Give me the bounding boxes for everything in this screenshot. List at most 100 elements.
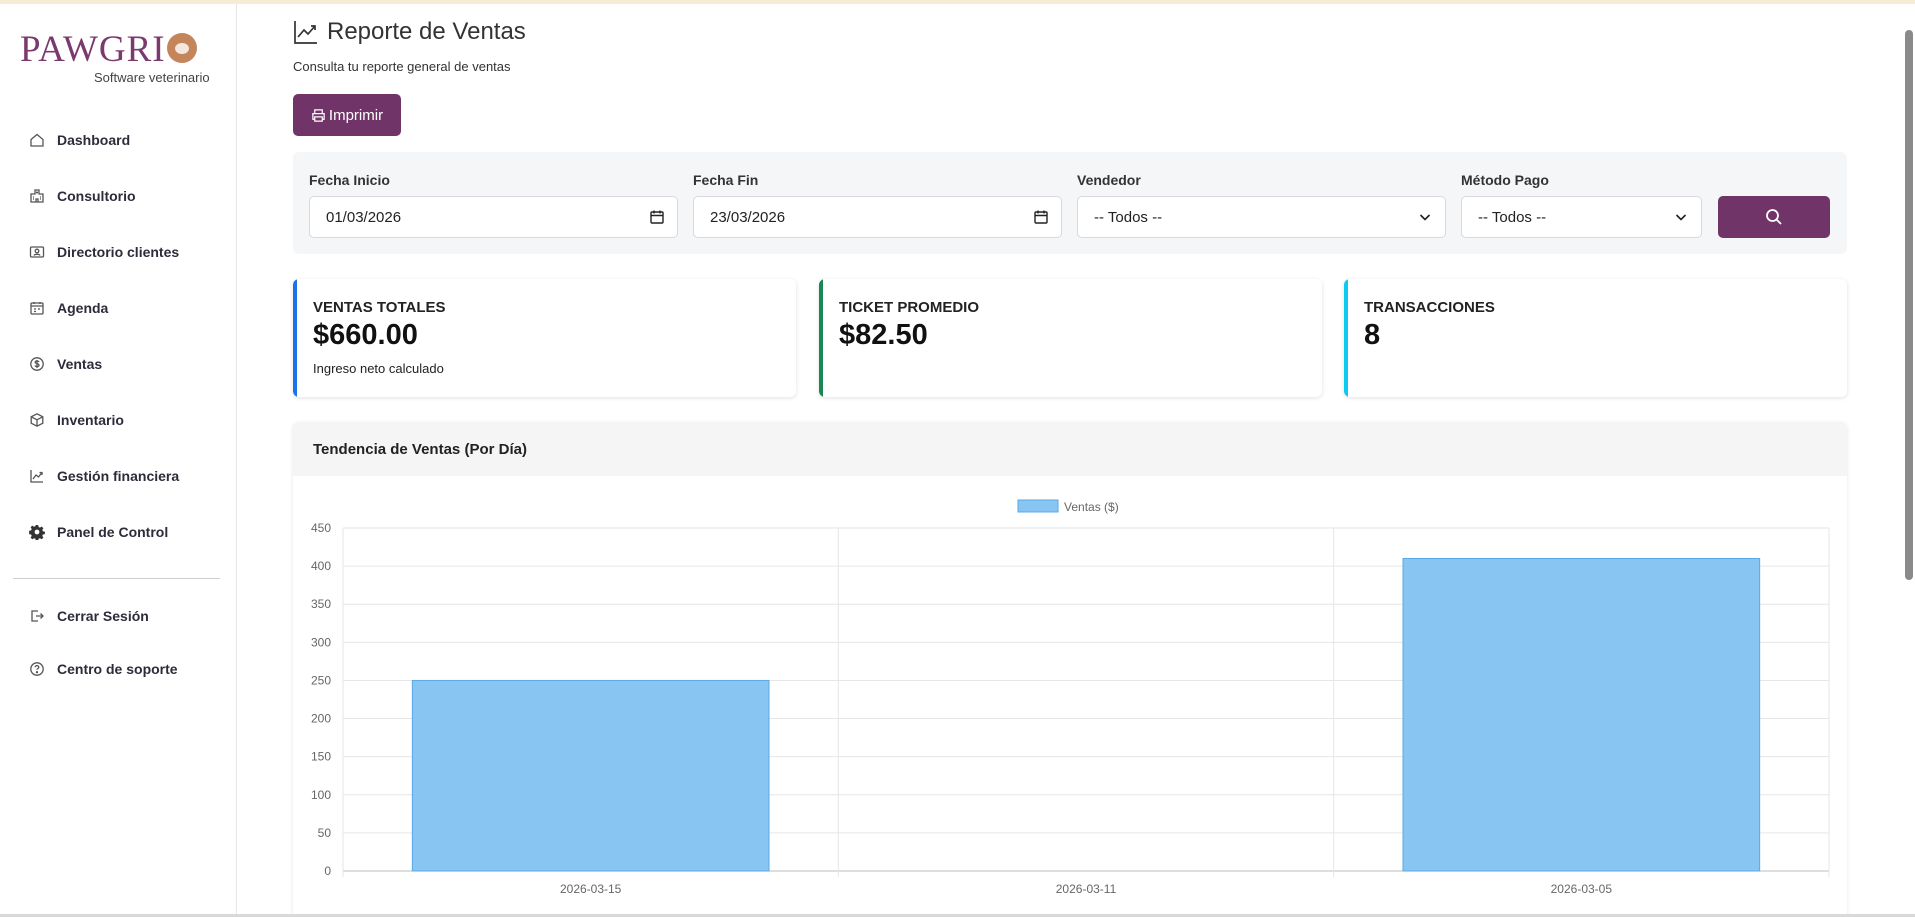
search-icon bbox=[1766, 209, 1782, 225]
sidebar-item-directorio-clientes[interactable]: Directorio clientes bbox=[0, 224, 236, 280]
start-date-group: Fecha Inicio 01/03/2026 bbox=[309, 172, 678, 238]
sidebar-item-label: Centro de soporte bbox=[57, 660, 178, 677]
top-border bbox=[0, 0, 1915, 4]
y-tick-label: 0 bbox=[324, 864, 331, 878]
sidebar-item-label: Cerrar Sesión bbox=[57, 607, 149, 624]
box-icon bbox=[28, 411, 46, 429]
kpi-value: 8 bbox=[1364, 319, 1381, 351]
y-tick-label: 200 bbox=[311, 712, 331, 726]
print-button-label: Imprimir bbox=[328, 106, 384, 124]
sidebar: PAWGRI Software veterinario Dashboard Co… bbox=[0, 4, 237, 914]
sales-trend-card: Tendencia de Ventas (Por Día) 0 50 100 150 2… bbox=[293, 422, 1847, 917]
sidebar-item-label: Gestión financiera bbox=[57, 468, 180, 484]
help-circle-icon bbox=[28, 660, 46, 678]
payment-method-label: Método Pago bbox=[1461, 172, 1549, 188]
sidebar-item-label: Inventario bbox=[57, 412, 124, 428]
kpi-card-ticket-promedio: TICKET PROMEDIO $82.50 bbox=[819, 279, 1322, 397]
y-tick-label: 250 bbox=[311, 673, 331, 687]
sidebar-footer-nav: Cerrar Sesión Centro de soporte bbox=[0, 589, 236, 695]
bar-2026-03-05 bbox=[1402, 557, 1761, 872]
kpi-accent-bar bbox=[1344, 279, 1348, 397]
brand-logo[interactable]: PAWGRI Software veterinario bbox=[20, 30, 220, 90]
sidebar-item-cerrar-sesion[interactable]: Cerrar Sesión bbox=[0, 589, 236, 642]
end-date-label: Fecha Fin bbox=[693, 172, 759, 188]
hospital-icon bbox=[28, 187, 46, 205]
kpi-label: VENTAS TOTALES bbox=[313, 299, 446, 316]
sidebar-item-label: Agenda bbox=[57, 300, 109, 316]
start-date-label: Fecha Inicio bbox=[309, 172, 390, 188]
y-tick-label: 300 bbox=[311, 635, 331, 649]
sidebar-item-ventas[interactable]: Ventas bbox=[0, 336, 236, 392]
sidebar-item-dashboard[interactable]: Dashboard bbox=[0, 112, 236, 168]
filters-panel: Fecha Inicio 01/03/2026 Fecha Fin 23/03/… bbox=[293, 152, 1847, 254]
start-date-input[interactable]: 01/03/2026 bbox=[309, 196, 678, 238]
sidebar-item-consultorio[interactable]: Consultorio bbox=[0, 168, 236, 224]
sidebar-item-centro-de-soporte[interactable]: Centro de soporte bbox=[0, 642, 236, 695]
gear-icon bbox=[28, 523, 46, 541]
search-button[interactable] bbox=[1718, 196, 1830, 238]
y-tick-label: 150 bbox=[311, 750, 331, 764]
x-tick-label: 2026-03-11 bbox=[1056, 882, 1117, 896]
sidebar-item-gestion-financiera[interactable]: Gestión financiera bbox=[0, 448, 236, 504]
x-tick-label: 2026-03-05 bbox=[1551, 882, 1613, 896]
seller-label: Vendedor bbox=[1077, 172, 1141, 188]
y-tick-label: 450 bbox=[311, 521, 331, 535]
legend-label: Ventas ($) bbox=[1064, 500, 1119, 514]
y-tick-label: 350 bbox=[311, 597, 331, 611]
sidebar-item-label: Consultorio bbox=[57, 188, 136, 204]
x-tick-label: 2026-03-15 bbox=[560, 882, 622, 896]
kpi-accent-bar bbox=[293, 279, 297, 397]
y-tick-label: 100 bbox=[311, 788, 331, 802]
chart-card-title: Tendencia de Ventas (Por Día) bbox=[293, 422, 1847, 476]
seller-group: Vendedor -- Todos -- bbox=[1077, 172, 1446, 238]
bar-2026-03-15 bbox=[411, 679, 770, 872]
print-button[interactable]: Imprimir bbox=[293, 94, 401, 136]
start-date-value: 01/03/2026 bbox=[326, 208, 402, 226]
kpi-note: Ingreso neto calculado bbox=[313, 361, 444, 376]
sidebar-item-label: Dashboard bbox=[57, 132, 131, 148]
bottom-border bbox=[0, 914, 1915, 917]
payment-method-select-value: -- Todos -- bbox=[1478, 208, 1547, 226]
end-date-value: 23/03/2026 bbox=[710, 208, 786, 226]
dollar-coin-icon bbox=[28, 355, 46, 373]
seller-select-value: -- Todos -- bbox=[1094, 208, 1163, 226]
logout-icon bbox=[28, 607, 46, 625]
sidebar-divider bbox=[13, 578, 220, 579]
sidebar-item-label: Ventas bbox=[57, 356, 103, 372]
page-title-text: Reporte de Ventas bbox=[327, 18, 526, 45]
brand-tagline: Software veterinario bbox=[94, 70, 210, 85]
sales-trend-chart: 0 50 100 150 200 250 300 350 400 450 2026-03-15 202… bbox=[311, 499, 1830, 896]
payment-method-select[interactable]: -- Todos -- bbox=[1461, 196, 1702, 238]
paw-logo-icon bbox=[166, 33, 197, 63]
end-date-group: Fecha Fin 23/03/2026 bbox=[693, 172, 1062, 238]
kpi-card-ventas-totales: VENTAS TOTALES $660.00 Ingreso neto calc… bbox=[293, 279, 796, 397]
kpi-accent-bar bbox=[819, 279, 823, 397]
home-icon bbox=[28, 131, 46, 149]
brand-name: PAWGRI bbox=[20, 29, 166, 70]
end-date-input[interactable]: 23/03/2026 bbox=[693, 196, 1062, 238]
calendar-icon bbox=[28, 299, 46, 317]
sidebar-item-label: Panel de Control bbox=[57, 524, 169, 540]
kpi-label: TRANSACCIONES bbox=[1364, 299, 1495, 316]
sidebar-nav: Dashboard Consultorio Directorio cliente… bbox=[0, 112, 236, 560]
legend-swatch bbox=[1017, 499, 1059, 513]
seller-select[interactable]: -- Todos -- bbox=[1077, 196, 1446, 238]
contact-card-icon bbox=[28, 243, 46, 261]
chevron-down-icon bbox=[1419, 214, 1431, 221]
sidebar-item-label: Directorio clientes bbox=[57, 244, 180, 260]
scrollbar-thumb[interactable] bbox=[1905, 30, 1913, 580]
kpi-value: $660.00 bbox=[313, 319, 418, 351]
sidebar-item-panel-de-control[interactable]: Panel de Control bbox=[0, 504, 236, 560]
y-tick-label: 400 bbox=[311, 559, 331, 573]
calendar-icon bbox=[650, 210, 664, 224]
chevron-down-icon bbox=[1675, 214, 1687, 221]
page-title: Reporte de Ventas bbox=[293, 18, 526, 46]
payment-method-group: Método Pago -- Todos -- bbox=[1461, 172, 1702, 238]
sidebar-item-agenda[interactable]: Agenda bbox=[0, 280, 236, 336]
kpi-card-transacciones: TRANSACCIONES 8 bbox=[1344, 279, 1847, 397]
kpi-value: $82.50 bbox=[839, 319, 928, 351]
sidebar-item-inventario[interactable]: Inventario bbox=[0, 392, 236, 448]
calendar-icon bbox=[1034, 210, 1048, 224]
printer-icon bbox=[312, 108, 325, 122]
trend-chart-icon bbox=[294, 21, 317, 44]
